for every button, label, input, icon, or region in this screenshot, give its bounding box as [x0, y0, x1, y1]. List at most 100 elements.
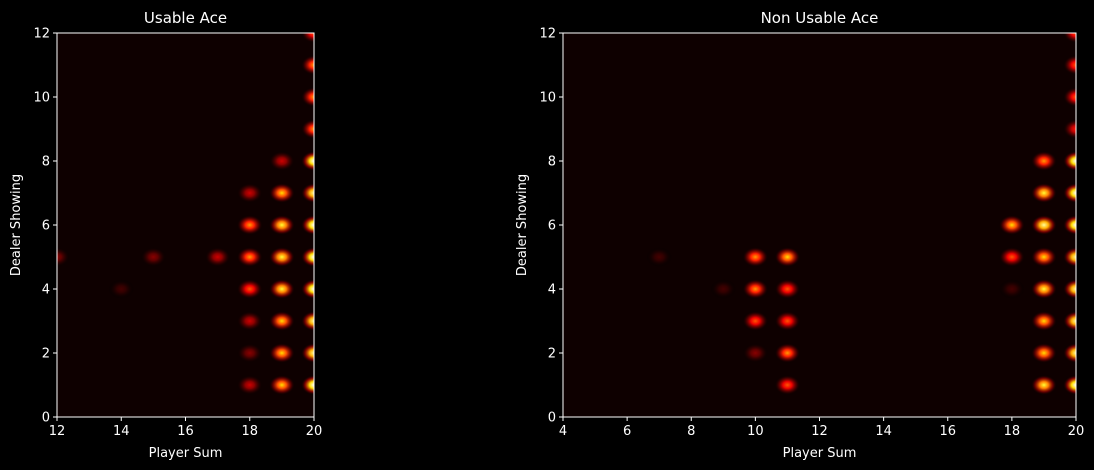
non-usable-ace-heat-cell [1063, 119, 1076, 139]
non-usable-ace-heat-cell [742, 279, 769, 299]
non-usable-ace-heat-cell [1063, 151, 1076, 171]
non-usable-ace-heat-cell [774, 247, 801, 267]
non-usable-ace-heat-cell [1063, 33, 1076, 43]
non-usable-ace-y-ticks: 0 2 4 6 8 10 12 [539, 27, 563, 426]
non-usable-ace-x-ticks: 4 6 8 10 12 14 16 18 20 [559, 417, 1084, 439]
non-usable-ace-title: Non Usable Ace [761, 9, 879, 27]
usable-ace-heat-cell [301, 151, 314, 171]
non-usable-ace-x-tick-label: 16 [939, 424, 956, 439]
non-usable-ace-panel: 4 6 8 10 12 14 16 18 20 0 2 4 6 8 10 12 Non Usable Ace… [515, 9, 1084, 461]
non-usable-ace-x-tick-label: 8 [687, 424, 695, 439]
usable-ace-heat-cell [301, 55, 314, 75]
usable-ace-heat-cell [268, 375, 295, 395]
usable-ace-panel: 12 14 16 18 20 0 2 4 6 8 10 12 Usable Ace Player S… [9, 9, 323, 461]
usable-ace-y-tick-label: 6 [42, 219, 50, 234]
usable-ace-heat-cell [268, 215, 295, 235]
non-usable-ace-heat-cell [1030, 343, 1057, 363]
usable-ace-heat-cell [301, 33, 314, 43]
non-usable-ace-plot-area [563, 33, 1076, 417]
non-usable-ace-heat-cell [742, 247, 769, 267]
non-usable-ace-heat-cell [742, 311, 769, 331]
usable-ace-heat-cell [204, 247, 231, 267]
non-usable-ace-heat-cell [774, 343, 801, 363]
usable-ace-heat-cell [268, 151, 295, 171]
usable-ace-title: Usable Ace [144, 9, 227, 27]
non-usable-ace-heat-cell [1030, 151, 1057, 171]
non-usable-ace-heat-cell [1030, 279, 1057, 299]
non-usable-ace-x-tick-label: 10 [747, 424, 764, 439]
usable-ace-heat-cell [236, 183, 263, 203]
non-usable-ace-heat-cell [1063, 55, 1076, 75]
non-usable-ace-heat-cell [1030, 247, 1057, 267]
non-usable-ace-x-tick-label: 14 [875, 424, 892, 439]
non-usable-ace-heat-cell [774, 375, 801, 395]
non-usable-ace-heatmap [646, 33, 1076, 395]
non-usable-ace-heat-cell [1030, 183, 1057, 203]
usable-ace-x-tick-label: 14 [113, 424, 130, 439]
usable-ace-heat-cell [268, 247, 295, 267]
non-usable-ace-heat-cell [1030, 311, 1057, 331]
usable-ace-heat-cell [140, 247, 167, 267]
usable-ace-heat-cell [108, 279, 135, 299]
usable-ace-heat-cell [301, 375, 314, 395]
usable-ace-heat-cell [236, 311, 263, 331]
non-usable-ace-heat-cell [742, 343, 769, 363]
usable-ace-heat-cell [268, 343, 295, 363]
non-usable-ace-heat-cell [998, 215, 1025, 235]
usable-ace-heat-cell [301, 343, 314, 363]
usable-ace-x-tick-label: 16 [177, 424, 194, 439]
non-usable-ace-heat-cell [1063, 279, 1076, 299]
non-usable-ace-y-tick-label: 8 [548, 155, 556, 170]
non-usable-ace-heat-cell [1063, 311, 1076, 331]
usable-ace-heat-cell [301, 119, 314, 139]
usable-ace-heat-cell [301, 183, 314, 203]
usable-ace-x-axis-label: Player Sum [149, 446, 223, 461]
usable-ace-heat-cell [236, 279, 263, 299]
non-usable-ace-x-tick-label: 18 [1004, 424, 1021, 439]
non-usable-ace-heat-cell [1063, 343, 1076, 363]
non-usable-ace-x-tick-label: 4 [559, 424, 567, 439]
non-usable-ace-x-tick-label: 6 [623, 424, 631, 439]
usable-ace-x-tick-label: 20 [306, 424, 323, 439]
usable-ace-x-tick-label: 18 [241, 424, 258, 439]
non-usable-ace-y-tick-label: 6 [548, 219, 556, 234]
non-usable-ace-y-tick-label: 2 [548, 347, 556, 362]
usable-ace-y-tick-label: 0 [42, 411, 50, 426]
non-usable-ace-y-axis-label: Dealer Showing [515, 174, 530, 276]
usable-ace-heat-cell [301, 311, 314, 331]
non-usable-ace-heat-cell [1063, 87, 1076, 107]
non-usable-ace-x-tick-label: 12 [811, 424, 828, 439]
usable-ace-y-axis-label: Dealer Showing [9, 174, 24, 276]
non-usable-ace-heat-cell [1063, 183, 1076, 203]
usable-ace-heat-cell [236, 247, 263, 267]
usable-ace-y-tick-label: 4 [42, 283, 50, 298]
non-usable-ace-y-tick-label: 4 [548, 283, 556, 298]
non-usable-ace-x-axis-label: Player Sum [783, 446, 857, 461]
non-usable-ace-heat-cell [1063, 375, 1076, 395]
usable-ace-heat-cell [268, 183, 295, 203]
usable-ace-heat-cell [301, 215, 314, 235]
non-usable-ace-y-tick-label: 0 [548, 411, 556, 426]
non-usable-ace-heat-cell [710, 279, 737, 299]
usable-ace-heat-cell [268, 279, 295, 299]
usable-ace-y-ticks: 0 2 4 6 8 10 12 [33, 27, 57, 426]
non-usable-ace-heat-cell [1030, 215, 1057, 235]
usable-ace-x-tick-label: 12 [49, 424, 66, 439]
usable-ace-heatmap [57, 33, 314, 395]
non-usable-ace-heat-cell [774, 311, 801, 331]
non-usable-ace-heat-cell [646, 247, 673, 267]
usable-ace-heat-cell [236, 215, 263, 235]
usable-ace-y-tick-label: 10 [33, 91, 50, 106]
non-usable-ace-heat-cell [1030, 375, 1057, 395]
non-usable-ace-heat-cell [998, 247, 1025, 267]
usable-ace-y-tick-label: 12 [33, 27, 50, 42]
usable-ace-heat-cell [301, 87, 314, 107]
non-usable-ace-heat-cell [774, 279, 801, 299]
non-usable-ace-heat-cell [998, 279, 1025, 299]
usable-ace-heat-cell [268, 311, 295, 331]
usable-ace-heat-cell [301, 247, 314, 267]
usable-ace-heat-cell [301, 279, 314, 299]
usable-ace-y-tick-label: 8 [42, 155, 50, 170]
non-usable-ace-heat-cell [1063, 215, 1076, 235]
